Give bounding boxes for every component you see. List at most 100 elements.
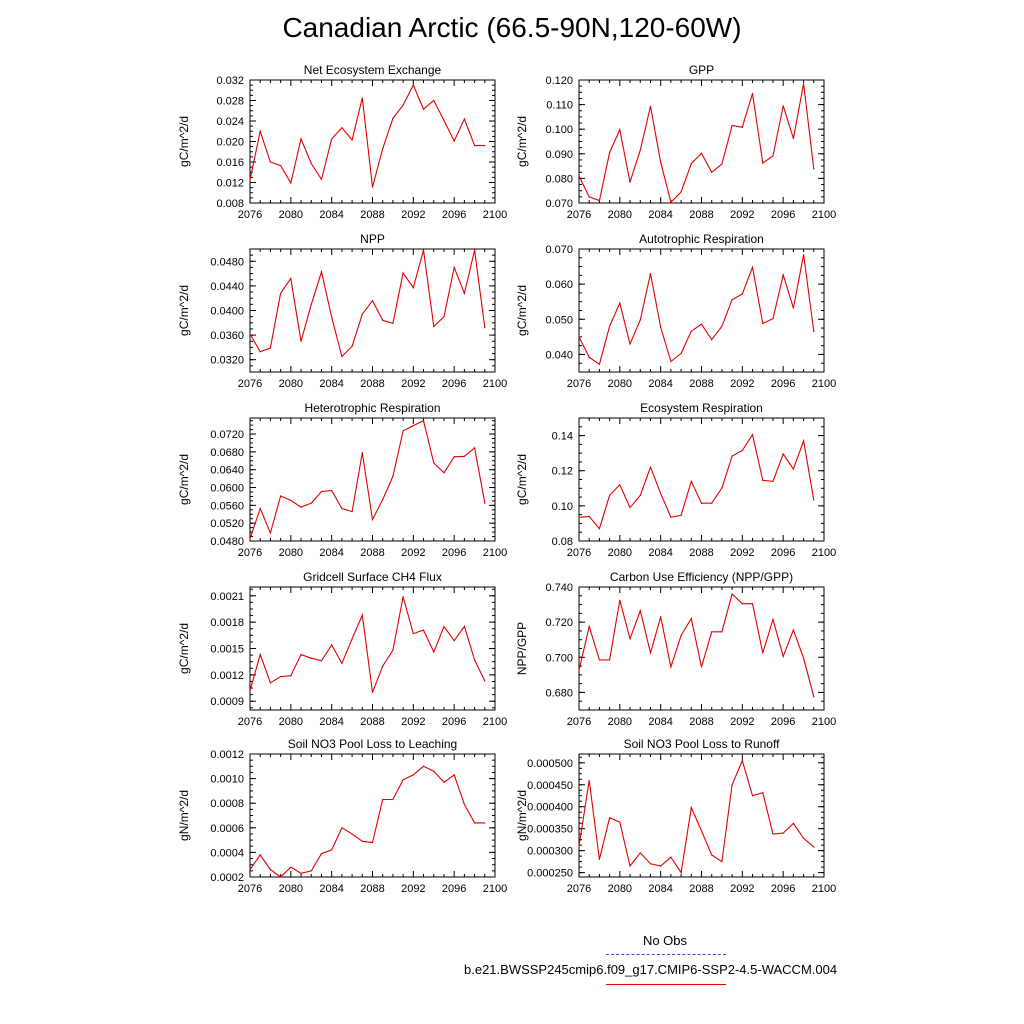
chart-4-ytick-label: 0.050: [545, 314, 573, 326]
chart-10-point: [792, 822, 794, 825]
chart-4-point: [751, 266, 754, 268]
chart-10-point: [751, 795, 754, 797]
chart-4-point: [609, 325, 611, 327]
chart-7-point: [392, 649, 394, 651]
chart-8-ytick-label: 0.700: [545, 652, 573, 664]
chart-2-xtick-label: 2092: [730, 209, 754, 221]
chart-3-series-line: [249, 250, 486, 358]
chart-3-xtick-label: 2096: [442, 378, 466, 390]
chart-5-ylabel: gC/m^2/d: [177, 454, 191, 505]
chart-7-point: [341, 662, 343, 665]
chart-3-point: [320, 271, 323, 273]
chart-9-point: [361, 840, 363, 842]
chart-1-ytick-label: 0.032: [216, 75, 244, 87]
chart-3-point: [371, 300, 374, 302]
chart-1-point: [290, 182, 292, 184]
chart-7-point: [422, 629, 425, 631]
chart-1-ytick-label: 0.012: [216, 178, 244, 190]
chart-9-ytick-label: 0.0004: [210, 847, 244, 859]
chart-4-point: [782, 274, 784, 276]
chart-10-xtick-label: 2080: [608, 883, 632, 895]
chart-6-point: [578, 516, 580, 518]
chart-3-ytick-label: 0.0400: [210, 306, 244, 318]
chart-10-frame: [578, 753, 825, 878]
chart-1-ytick-label: 0.028: [216, 96, 244, 108]
chart-2-point: [792, 137, 794, 140]
chart-2-point: [741, 126, 743, 128]
chart-3-point: [341, 356, 343, 358]
chart-8-point: [690, 618, 692, 620]
chart-2-point: [700, 152, 703, 154]
chart-6-xtick-label: 2100: [812, 547, 836, 559]
chart-7-point: [310, 657, 312, 659]
chart-2-point: [588, 196, 590, 198]
chart-10-title: Soil NO3 Pool Loss to Runoff: [624, 737, 781, 751]
chart-6-series-line: [578, 433, 815, 530]
chart-6-ytick-label: 0.14: [552, 431, 573, 443]
chart-3-point: [382, 319, 384, 321]
chart-3-point: [280, 292, 282, 294]
chart-7-ytick-label: 0.0012: [210, 670, 244, 682]
chart-6-point: [813, 499, 815, 501]
chart-6-point: [680, 514, 682, 516]
chart-5-point: [463, 455, 465, 457]
chart-8-xtick-label: 2092: [730, 716, 754, 728]
chart-4-series-line: [578, 254, 815, 366]
chart-8-ylabel: NPP/GPP: [515, 622, 529, 675]
chart-7-xtick-label: 2080: [279, 716, 303, 728]
chart-9-point: [422, 765, 425, 767]
chart-7-point: [463, 625, 465, 628]
chart-5-xtick-label: 2080: [279, 547, 303, 559]
chart-8-frame: [578, 586, 825, 711]
chart-3-point: [473, 249, 476, 251]
chart-3-point: [402, 272, 404, 274]
chart-2-point: [711, 171, 713, 173]
chart-1-point: [341, 127, 343, 129]
chart-2-xtick-label: 2080: [608, 209, 632, 221]
chart-5-ytick-label: 0.0560: [210, 500, 244, 512]
chart-4-point: [721, 325, 723, 327]
chart-8-point: [721, 631, 723, 633]
chart-8-xtick-label: 2080: [608, 716, 632, 728]
chart-5-point: [443, 472, 445, 474]
legend-obs-label: No Obs: [642, 933, 688, 948]
chart-5-point: [290, 499, 292, 502]
chart-10-point: [660, 865, 662, 867]
chart-1-point: [310, 162, 312, 165]
chart-3-point: [412, 287, 414, 289]
chart-9-point: [351, 833, 353, 835]
chart-9-point: [443, 781, 445, 783]
chart-10-point: [639, 852, 641, 854]
chart-10-point: [721, 861, 723, 863]
chart-4-point: [802, 254, 805, 256]
chart-8-point: [619, 599, 621, 601]
chart-10-point: [762, 792, 764, 794]
chart-9-point: [463, 803, 465, 806]
chart-2-ytick-label: 0.070: [545, 198, 573, 210]
chart-8-point: [639, 610, 641, 612]
chart-1-ytick-label: 0.024: [216, 116, 244, 128]
chart-3-point: [463, 292, 465, 294]
chart-9-point: [310, 870, 312, 872]
chart-2-point: [649, 105, 652, 107]
chart-5-point: [310, 502, 312, 504]
chart-3-point: [331, 316, 333, 318]
chart-3-point: [290, 277, 292, 280]
chart-4-point: [578, 336, 580, 338]
chart-8-point: [792, 629, 794, 631]
chart-5-point: [382, 498, 384, 501]
chart-9-ylabel: gN/m^2/d: [177, 790, 191, 841]
chart-5-point: [320, 490, 323, 493]
chart-2-xtick-label: 2088: [689, 209, 713, 221]
chart-6-point: [802, 440, 805, 442]
chart-5-xtick-label: 2100: [483, 547, 507, 559]
chart-8-point: [762, 652, 764, 654]
chart-5-xtick-label: 2084: [319, 547, 343, 559]
chart-6-point: [639, 494, 641, 496]
chart-9-series-line: [249, 765, 485, 878]
chart-7-point: [351, 638, 353, 640]
chart-2-point: [762, 162, 764, 164]
chart-6-point: [731, 455, 733, 457]
chart-4-xtick-label: 2076: [567, 378, 591, 390]
chart-1-point: [331, 138, 333, 140]
